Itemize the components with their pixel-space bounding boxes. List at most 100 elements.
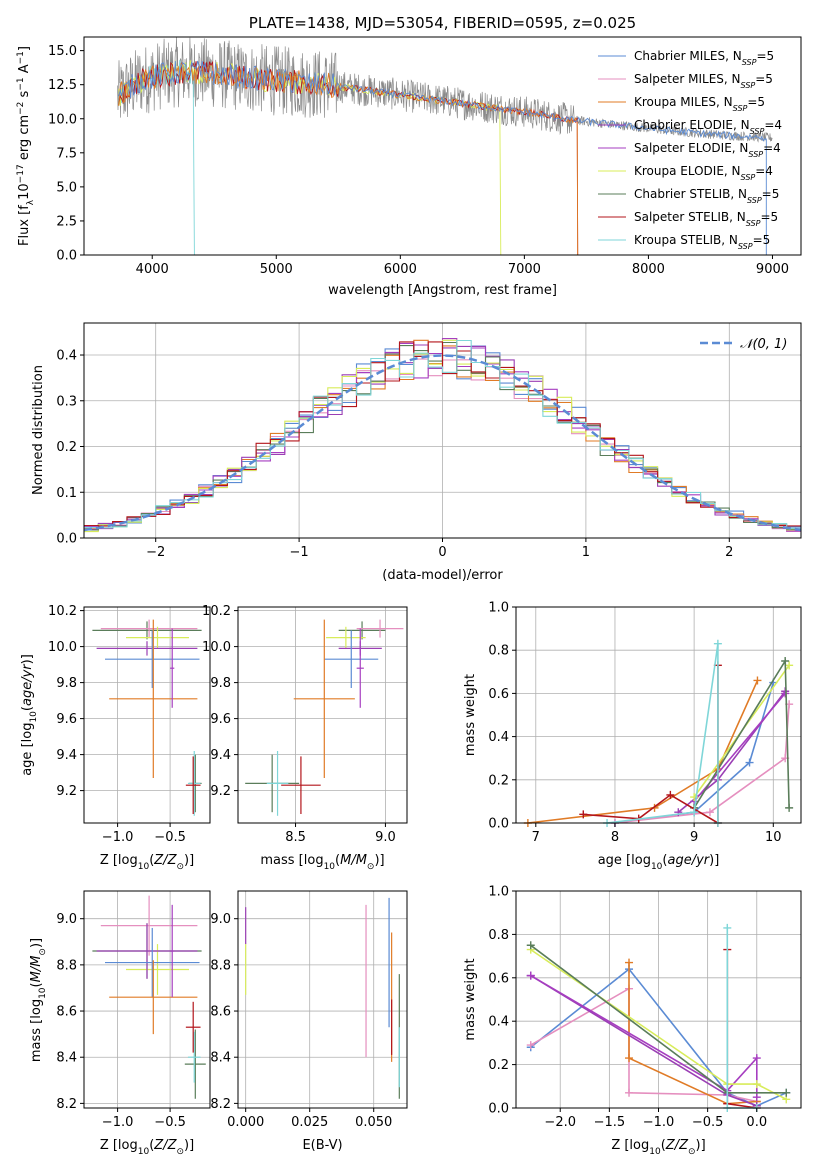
y-tick-label: 0.3	[56, 394, 77, 409]
label-part: )]	[374, 853, 384, 868]
legend-sub: SSP	[741, 173, 756, 182]
point-marker	[625, 958, 634, 967]
legend-text: Kroupa STELIB, N	[634, 233, 738, 247]
label-part: mass [log	[29, 999, 44, 1062]
y-tick-label: 12.5	[48, 78, 77, 93]
mass-weight-line	[606, 643, 719, 824]
x-tick-label: 6000	[384, 262, 417, 277]
x-tick-label: −2	[146, 545, 165, 560]
point-marker	[781, 657, 790, 665]
label-part: Z [log	[100, 853, 138, 868]
y-tick-label: 15.0	[48, 44, 77, 59]
label-part: M/M	[340, 853, 367, 868]
y-tick-label: 7.5	[56, 146, 77, 161]
legend-text: Kroupa ELODIE, N	[634, 164, 741, 178]
y-axis-label: mass weight	[463, 958, 478, 1040]
x-tick-label: −2.0	[544, 1115, 576, 1130]
point-marker	[785, 661, 794, 670]
label-part: ]	[17, 46, 32, 51]
legend-text: =4	[763, 141, 781, 155]
y-tick-label: 0.8	[488, 928, 509, 943]
label-part: )]	[696, 1138, 706, 1153]
y-tick-label: 0.2	[488, 773, 509, 788]
x-axis-label: Z [log10(Z/Z⊙)]	[100, 1138, 194, 1157]
label-part: 10	[138, 1147, 150, 1157]
label-part: ⊙	[367, 862, 375, 872]
label-part: 10	[38, 987, 48, 999]
label-part: mass [log	[260, 853, 323, 868]
x-tick-label: 8000	[632, 262, 665, 277]
legend-entry: Kroupa ELODIE, NSSP=4	[634, 164, 773, 182]
mass-weight-line	[726, 927, 757, 1109]
y-tick-label: 0.2	[488, 1058, 509, 1073]
y-tick-label: 0.6	[488, 971, 509, 986]
label-part: −1	[16, 77, 26, 90]
point-marker	[752, 1080, 761, 1089]
y-axis-label: age [log10(age/yr)]	[20, 654, 39, 776]
x-tick-label: −1.0	[102, 830, 134, 845]
label-part: (	[149, 853, 154, 868]
label-part: )]	[184, 853, 194, 868]
point-marker	[666, 790, 675, 799]
point-marker	[752, 1093, 761, 1102]
y-tick-label: 9.2	[56, 784, 77, 799]
mass-weight-line	[583, 665, 719, 825]
x-axis-label: age [log10(age/yr)]	[598, 853, 720, 872]
legend-text: Chabrier ELODIE, N	[634, 118, 750, 132]
y-tick-label: 8.4	[56, 1051, 77, 1066]
y-tick-label: 0.0	[488, 817, 509, 832]
label-part: age [log	[20, 723, 35, 776]
y-tick-label: 0.4	[56, 349, 77, 364]
y-tick-label: 0.0	[488, 1102, 509, 1117]
axes-frame	[83, 890, 211, 1109]
point-marker	[785, 803, 794, 812]
legend-entry: Chabrier ELODIE, NSSP=4	[634, 118, 782, 136]
label-part: 10	[651, 862, 663, 872]
legend-text: =5	[760, 210, 778, 224]
x-tick-label: 0.025	[291, 1115, 328, 1130]
y-tick-label: 9.8	[210, 676, 231, 691]
axes-frame	[237, 606, 408, 824]
label-part: age [log	[598, 853, 651, 868]
label-part: erg cm	[17, 115, 32, 164]
legend-entry: Chabrier MILES, NSSP=5	[634, 49, 774, 67]
legend-sub: SSP	[733, 104, 748, 113]
y-tick-label: 9.4	[56, 748, 77, 763]
label-part: Z/Z	[153, 853, 177, 868]
legend-text: Kroupa MILES, N	[634, 95, 733, 109]
axes-frame	[515, 606, 802, 824]
x-tick-label: 10	[765, 830, 782, 845]
mass-weight-line	[530, 974, 758, 1098]
x-axis-label: E(B-V)	[302, 1138, 342, 1153]
legend-sub: SSP	[742, 58, 757, 67]
point-marker	[625, 1054, 634, 1063]
histogram-steps	[84, 339, 801, 529]
observed-spectrum	[117, 37, 773, 143]
label-part: )]	[709, 853, 719, 868]
y-tick-label: 10.0	[202, 640, 231, 655]
x-tick-label: 1	[582, 545, 590, 560]
label-part: Z [log	[100, 1138, 138, 1153]
label-part: M/M	[29, 956, 44, 983]
legend-sub: SSP	[750, 127, 765, 136]
legend-text: =5	[762, 187, 780, 201]
legend-sub: SSP	[747, 196, 762, 205]
label-part: ⊙	[176, 862, 184, 872]
point-marker	[782, 1088, 791, 1097]
label-part: (	[29, 982, 44, 987]
y-tick-label: 0.1	[56, 486, 77, 501]
legend-entry: Salpeter MILES, NSSP=5	[634, 72, 773, 90]
point-marker	[690, 808, 699, 817]
label-part: −17	[16, 164, 26, 183]
y-tick-label: 9.4	[210, 748, 231, 763]
x-tick-label: 4000	[136, 262, 169, 277]
histogram-steps	[84, 341, 801, 527]
label-part: ⊙	[688, 1147, 696, 1157]
model-spectrum	[118, 61, 579, 255]
point-marker	[723, 923, 732, 932]
label-part: 10	[649, 1147, 661, 1157]
x-tick-label: 9000	[756, 262, 789, 277]
x-tick-label: 9.0	[375, 830, 396, 845]
point-marker	[579, 810, 588, 819]
